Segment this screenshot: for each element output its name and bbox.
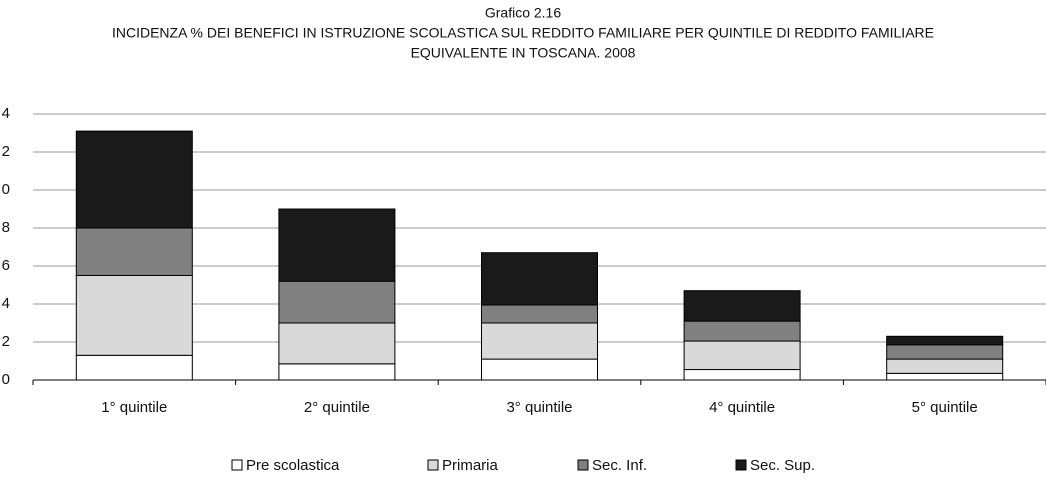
bar-segment [683,340,801,371]
legend-swatch [427,459,439,471]
legend-swatch [577,459,589,471]
bar-segment [75,275,193,356]
legend-label: Sec. Inf. [592,457,647,474]
bar-segment [886,344,1004,360]
chart-title: Grafico 2.16 [485,5,561,21]
legend-label: Pre scolastica [246,457,340,474]
y-tick-label: 4 [2,105,10,122]
y-tick-label: 0 [2,371,10,388]
bar-segment [75,354,193,381]
bar-segment [481,322,598,360]
bar-segment [278,322,396,365]
x-tick-label: 4° quintile [709,399,775,416]
x-tick-label: 3° quintile [506,399,572,416]
bar-segment [481,358,598,381]
bar-segment [683,369,801,381]
y-tick-label: 6 [2,257,10,274]
bar-segment [278,208,396,282]
y-tick-label: 2 [2,333,10,350]
bar-segment [481,252,598,306]
y-tick-label: 4 [2,295,10,312]
x-tick-label: 5° quintile [912,399,978,416]
y-tick-label: 2 [2,143,10,160]
bar-segment [481,304,598,324]
chart-subtitle: INCIDENZA % DEI BENEFICI IN ISTRUZIONE S… [112,25,934,41]
chart-subtitle: EQUIVALENTE IN TOSCANA. 2008 [411,45,636,61]
bar-segment [683,320,801,342]
bar-segment [683,290,801,322]
bar-segment [75,130,193,229]
bar-segment [886,335,1004,346]
x-tick-label: 2° quintile [304,399,370,416]
legend-swatch [231,459,243,471]
y-tick-label: 0 [2,181,10,198]
y-tick-label: 8 [2,219,10,236]
bar-segment [75,227,193,276]
bar-segment [886,372,1004,381]
bar-segment [278,363,396,381]
legend-label: Sec. Sup. [750,457,815,474]
legend-swatch [735,459,747,471]
x-tick-label: 1° quintile [101,399,167,416]
bar-segment [886,358,1004,374]
bar-segment [278,280,396,324]
legend-label: Primaria [442,457,498,474]
